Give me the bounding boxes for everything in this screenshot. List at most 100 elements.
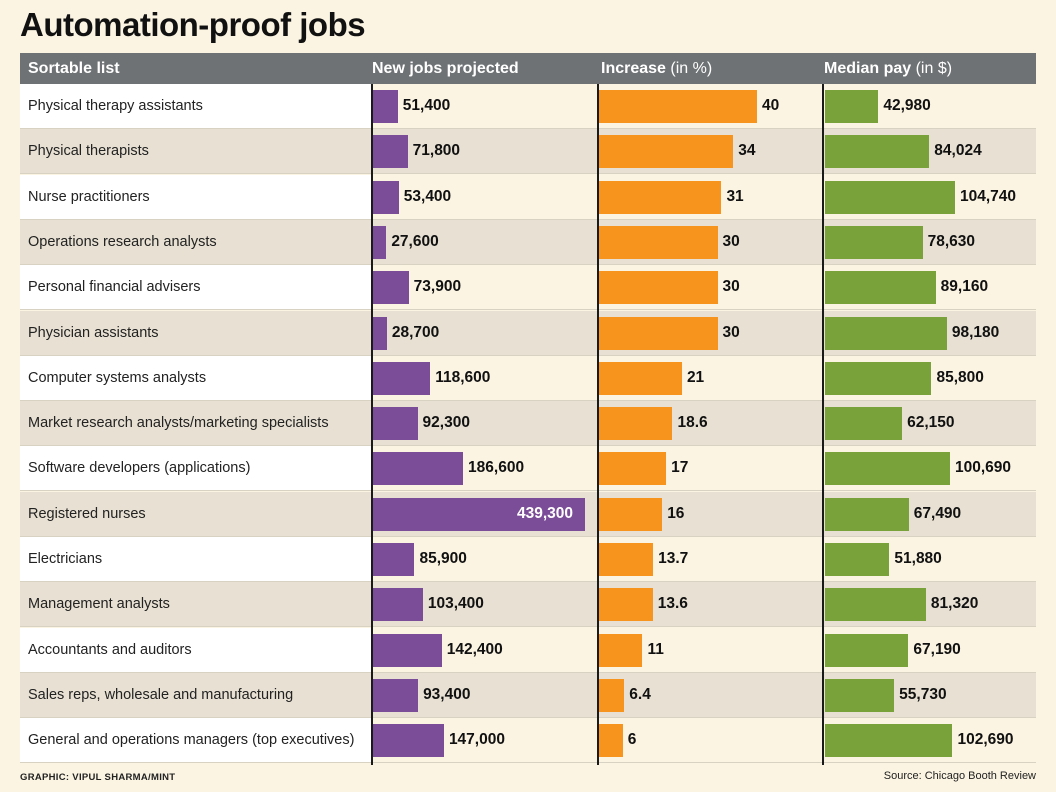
pay-bar	[825, 361, 932, 395]
pay-value-label: 104,740	[960, 187, 1017, 205]
category-label: Accountants and auditors	[28, 641, 192, 658]
category-label: Physical therapy assistants	[28, 98, 203, 114]
jobs-bar	[373, 724, 444, 758]
pay-bar	[825, 588, 926, 622]
jobs-value-label: 92,300	[422, 414, 470, 432]
increase-label: Increase	[601, 60, 666, 77]
increase-value-label: 13.7	[658, 550, 689, 567]
row-name-cell	[20, 537, 371, 582]
category-label: Registered nurses	[28, 505, 146, 522]
column-header-jobs[interactable]: New jobs projected	[372, 60, 519, 77]
jobs-value-label: 439,300	[517, 504, 574, 522]
row-name-cell	[20, 129, 371, 175]
increase-value-label: 11	[647, 640, 664, 658]
category-label: Software developers (applications)	[28, 460, 251, 477]
jobs-bar	[373, 543, 415, 576]
column-header-pay[interactable]: Median pay (in $)	[824, 60, 952, 78]
increase-value-label: 31	[726, 187, 744, 205]
row-name-cell	[20, 582, 371, 628]
chart-title: Automation-proof jobs	[20, 6, 366, 43]
increase-bar	[599, 225, 718, 259]
category-label: General and operations managers (top exe…	[28, 732, 355, 749]
increase-bar	[599, 452, 667, 486]
row-data-cell	[371, 175, 1036, 220]
increase-value-label: 21	[686, 368, 705, 386]
pay-bar	[825, 407, 903, 441]
pay-value-label: 89,160	[940, 278, 989, 296]
increase-value-label: 34	[738, 142, 756, 160]
row-name-cell	[20, 310, 371, 356]
category-label: Personal financial advisers	[28, 279, 201, 296]
table-row: Operations research analysts 27,600 30 78,6…	[20, 219, 1036, 265]
jobs-value-label: 93,400	[423, 685, 471, 703]
jobs-value-label: 28,700	[391, 323, 440, 341]
increase-value-label: 13.6	[657, 595, 688, 613]
row-name-cell	[20, 627, 371, 673]
category-label: Physical therapists	[28, 143, 149, 160]
increase-bar	[599, 633, 643, 667]
jobs-bar	[373, 361, 431, 395]
table-header: Sortable list New jobs projected Increas…	[20, 53, 1036, 84]
row-data-cell	[371, 265, 1036, 311]
jobs-value-label: 27,600	[391, 232, 439, 250]
column-divider-jobs	[371, 84, 373, 765]
table-row: Sales reps, wholesale and manufacturing 9…	[20, 672, 1036, 718]
category-label: Computer systems analysts	[28, 369, 207, 386]
category-label: Nurse practitioners	[28, 188, 150, 205]
table-row: Registered nurses 439,300 16 67,490	[20, 491, 1036, 537]
increase-bar	[599, 361, 682, 395]
table-row: Software developers (applications) 186,60…	[20, 446, 1036, 492]
increase-unit: (in %)	[670, 60, 713, 77]
increase-bar	[599, 588, 653, 622]
jobs-value-label: 142,400	[446, 640, 503, 658]
table-row: Computer systems analysts 118,600 21 85,800	[20, 355, 1036, 401]
table-row: Physician assistants 28,700 30 98,180	[20, 310, 1036, 356]
increase-value-label: 6	[627, 731, 637, 749]
jobs-value-label: 85,900	[419, 550, 467, 567]
pay-value-label: 85,800	[936, 368, 984, 386]
pay-bar	[825, 633, 909, 667]
increase-value-label: 40	[762, 97, 780, 114]
table-row: General and operations managers (top exe…	[20, 718, 1036, 764]
row-name-cell	[20, 265, 371, 311]
jobs-bar	[373, 407, 418, 441]
jobs-bar	[373, 180, 399, 214]
jobs-bar	[373, 588, 423, 622]
table-row: Nurse practitioners 53,400 31 104,740	[20, 174, 1036, 220]
category-label: Electricians	[28, 551, 103, 567]
pay-bar	[825, 724, 953, 758]
increase-bar	[599, 135, 734, 169]
pay-bar	[825, 180, 955, 214]
jobs-bar	[373, 135, 408, 169]
increase-bar	[599, 90, 757, 123]
pay-bar	[825, 497, 909, 531]
row-name-cell	[20, 174, 371, 220]
pay-value-label: 67,190	[913, 640, 961, 658]
jobs-value-label: 53,400	[403, 187, 452, 205]
jobs-value-label: 51,400	[402, 97, 451, 114]
increase-bar	[599, 543, 654, 576]
jobs-bar	[373, 316, 387, 350]
row-data-cell	[371, 446, 1036, 492]
pay-value-label: 84,024	[934, 142, 982, 160]
increase-bar	[599, 407, 673, 441]
increase-value-label: 17	[671, 459, 689, 477]
table-row: Electricians 85,900 13.7 51,880	[20, 537, 1036, 582]
pay-value-label: 102,690	[957, 731, 1014, 749]
jobs-value-label: 71,800	[412, 142, 461, 160]
row-data-cell	[371, 672, 1036, 718]
column-header-increase[interactable]: Increase (in %)	[601, 60, 712, 78]
jobs-bar	[373, 633, 442, 667]
pay-value-label: 67,490	[913, 504, 962, 522]
increase-bar	[599, 497, 663, 531]
jobs-bar	[373, 90, 398, 123]
pay-bar	[825, 543, 890, 576]
pay-value-label: 78,630	[927, 232, 975, 250]
pay-value-label: 98,180	[951, 323, 1000, 341]
jobs-value-label: 73,900	[413, 278, 462, 296]
pay-bar	[825, 452, 950, 486]
category-label: Market research analysts/marketing speci…	[28, 415, 329, 432]
jobs-bar	[373, 678, 419, 712]
row-data-cell	[371, 628, 1036, 673]
column-header-list[interactable]: Sortable list	[28, 60, 120, 77]
